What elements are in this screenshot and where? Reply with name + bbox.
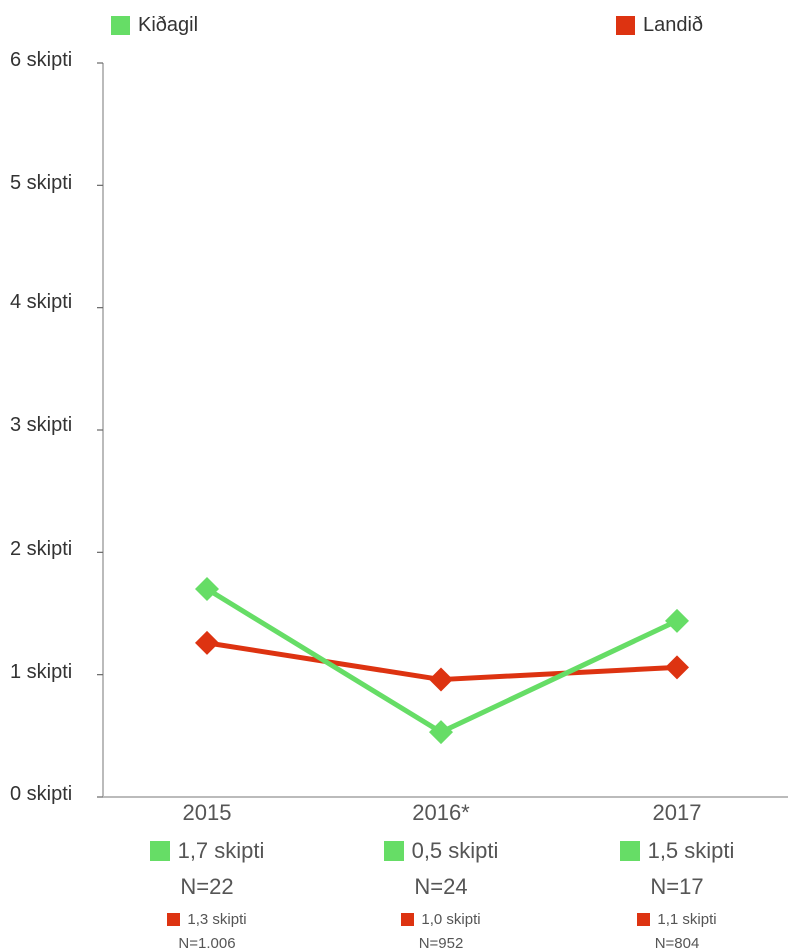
- y-tick-label-0: 0 skipti: [10, 783, 73, 805]
- landid-value-label: 1,0 skipti: [421, 911, 481, 928]
- legend-swatch-landid: [616, 16, 635, 35]
- kidagil-value-label: 1,5 skipti: [647, 838, 735, 863]
- data-point-landid: [195, 630, 219, 655]
- x-tick-label-2017: 2017: [652, 800, 702, 825]
- y-tick-label-3: 3 skipti: [10, 414, 73, 436]
- legend-label-landid: Landið: [643, 14, 704, 36]
- legend-label-kidagil: Kiðagil: [138, 14, 199, 36]
- kidagil-value-2017: 1,5 skipti: [577, 838, 777, 864]
- kidagil-n-2016: N=24: [414, 874, 468, 899]
- landid-value-2016: 1,0 skipti: [341, 911, 541, 928]
- landid-n-2015: N=1.006: [178, 935, 236, 952]
- landid-square-icon: [401, 913, 415, 926]
- y-tick-label-1: 1 skipti: [10, 661, 73, 683]
- data-point-kidagil: [665, 608, 689, 633]
- legend-item-kidagil: Kiðagil: [111, 14, 198, 37]
- kidagil-value-2015: 1,7 skipti: [107, 838, 307, 864]
- y-tick-label-4: 4 skipti: [10, 291, 73, 313]
- data-point-kidagil: [429, 720, 453, 745]
- landid-square-icon: [637, 913, 651, 926]
- y-tick-label-5: 5 skipti: [10, 172, 73, 194]
- kidagil-value-2016: 0,5 skipti: [341, 838, 541, 864]
- landid-value-2015: 1,3 skipti: [107, 911, 307, 928]
- landid-value-2017: 1,1 skipti: [577, 911, 777, 928]
- landid-n-2016: N=952: [418, 935, 464, 952]
- y-tick-label-2: 2 skipti: [10, 538, 73, 560]
- kidagil-square-icon: [619, 841, 640, 861]
- legend-item-landid: Landið: [616, 14, 703, 37]
- kidagil-value-label: 0,5 skipti: [411, 838, 499, 863]
- x-tick-label-2016: 2016*: [412, 800, 470, 825]
- y-tick-label-6: 6 skipti: [10, 49, 73, 71]
- landid-value-label: 1,3 skipti: [187, 911, 247, 928]
- kidagil-square-icon: [149, 841, 170, 861]
- series-line-kidagil: [205, 586, 679, 735]
- kidagil-n-2015: N=22: [180, 874, 234, 899]
- data-point-landid: [665, 655, 689, 680]
- x-tick-label-2015: 2015: [182, 800, 232, 825]
- landid-square-icon: [167, 913, 181, 926]
- landid-n-2017: N=804: [654, 935, 700, 952]
- kidagil-value-label: 1,7 skipti: [177, 838, 265, 863]
- data-point-kidagil: [195, 577, 219, 602]
- legend-swatch-kidagil: [111, 16, 130, 35]
- kidagil-n-2017: N=17: [650, 874, 704, 899]
- landid-value-label: 1,1 skipti: [657, 911, 717, 928]
- kidagil-square-icon: [383, 841, 404, 861]
- data-point-landid: [429, 667, 453, 692]
